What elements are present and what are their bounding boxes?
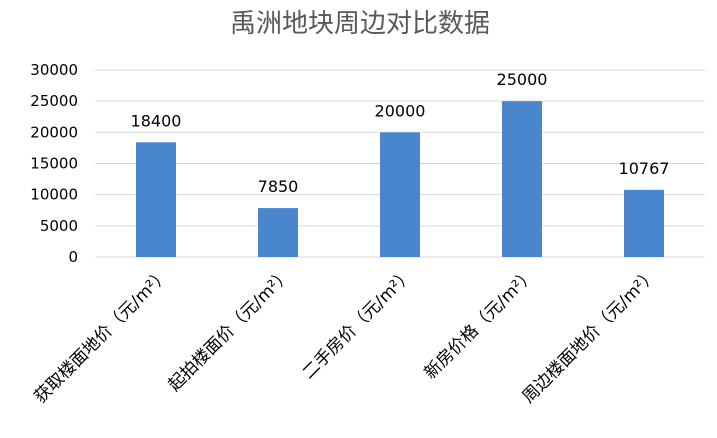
bar [136, 142, 176, 257]
bar [258, 208, 298, 257]
y-tick-label: 10000 [30, 186, 78, 204]
bar [502, 101, 542, 258]
y-tick-label: 15000 [30, 155, 78, 173]
bars [136, 101, 664, 258]
x-tick-label: 二手房价（元/m²） [299, 264, 418, 383]
x-tick-label: 获取楼面地价（元/m²） [31, 264, 174, 407]
y-tick-label: 30000 [30, 61, 78, 79]
data-label: 18400 [131, 111, 182, 130]
x-axis-ticks: 获取楼面地价（元/m²）起拍楼面价（元/m²） 二手房价（元/m²） 新房价格（元/… [31, 264, 662, 407]
y-tick-label: 20000 [30, 123, 78, 141]
y-tick-label: 25000 [30, 92, 78, 110]
bar [624, 189, 664, 257]
data-label: 7850 [258, 177, 299, 196]
data-labels: 18400 7850 20000 25000 10767 [131, 70, 670, 196]
x-tick-label: 新房价格（元/m²） [421, 264, 540, 383]
data-label: 20000 [375, 101, 426, 120]
data-label: 25000 [497, 70, 548, 89]
y-axis-ticks: 0 5000 10000 15000 20000 25000 30000 [30, 61, 78, 266]
x-tick-label: 起拍楼面价（元/m²） [165, 264, 296, 395]
y-tick-label: 0 [68, 248, 78, 266]
x-tick-label: 周边楼面地价（元/m²） [519, 264, 662, 407]
chart-title: 禹洲地块周边对比数据 [230, 9, 490, 39]
bar [380, 132, 420, 257]
data-label: 10767 [619, 159, 670, 178]
y-tick-label: 5000 [40, 217, 78, 235]
